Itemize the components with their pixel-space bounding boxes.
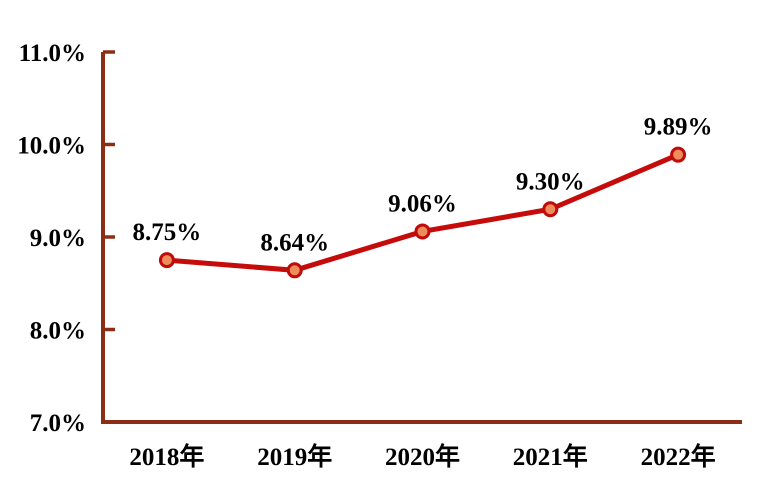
y-tick-label: 10.0% [17,133,86,160]
y-tick-label: 9.0% [30,225,86,252]
data-point-marker [542,201,559,218]
x-tick-label: 2019年 [257,442,332,471]
x-tick-label: 2018年 [129,442,204,471]
x-tick-label: 2022年 [641,442,716,471]
x-tick-label: 2020年 [385,442,460,471]
data-point-marker [414,223,431,240]
data-point-label: 9.30% [516,168,585,195]
y-tick-label: 11.0% [19,40,86,67]
data-point-marker [158,252,175,269]
data-point-label: 8.75% [133,219,202,246]
data-point-marker [670,146,687,163]
y-tick-label: 7.0% [30,410,86,437]
y-tick-label: 8.0% [30,318,86,345]
data-point-marker [286,262,303,279]
data-point-label: 9.06% [388,190,457,217]
data-point-label: 9.89% [644,114,713,141]
x-tick-label: 2021年 [513,442,588,471]
data-point-label: 8.64% [260,229,329,256]
